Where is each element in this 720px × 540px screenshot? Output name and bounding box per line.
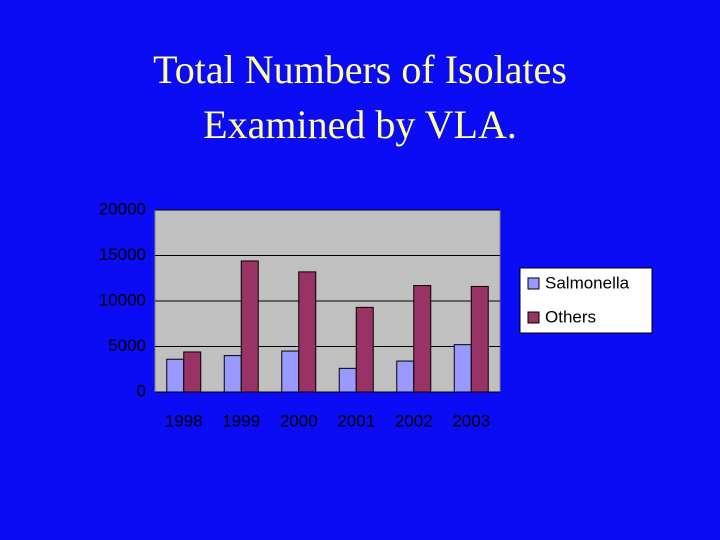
bar <box>396 360 415 393</box>
title-line: Total Numbers of Isolates <box>153 47 567 92</box>
legend-box <box>519 267 653 334</box>
bar <box>453 344 472 393</box>
legend-label: Others <box>545 307 596 326</box>
y-tick-label: 10000 <box>99 290 146 309</box>
x-tick-label: 2001 <box>337 411 375 430</box>
y-tick-label: 20000 <box>99 199 146 218</box>
legend-swatch <box>527 277 540 290</box>
x-tick-label: 1998 <box>165 411 203 430</box>
bar <box>183 351 202 393</box>
legend-label: Salmonella <box>545 273 630 292</box>
y-tick-label: 5000 <box>108 336 146 355</box>
bar <box>223 355 242 393</box>
x-tick-label: 2003 <box>452 411 490 430</box>
bar <box>281 350 300 393</box>
legend-swatch <box>527 311 540 324</box>
x-tick-label: 2002 <box>395 411 433 430</box>
x-tick-label: 2000 <box>280 411 318 430</box>
bar <box>413 285 432 393</box>
bar <box>298 271 317 393</box>
y-tick-label: 0 <box>137 381 146 400</box>
bar <box>470 285 489 393</box>
y-tick-label: 15000 <box>99 245 146 264</box>
x-tick-label: 1999 <box>222 411 260 430</box>
bar <box>240 260 259 393</box>
bar <box>166 358 185 393</box>
bar <box>338 367 357 393</box>
bar <box>355 306 374 393</box>
title-line: Examined by VLA. <box>203 102 517 147</box>
